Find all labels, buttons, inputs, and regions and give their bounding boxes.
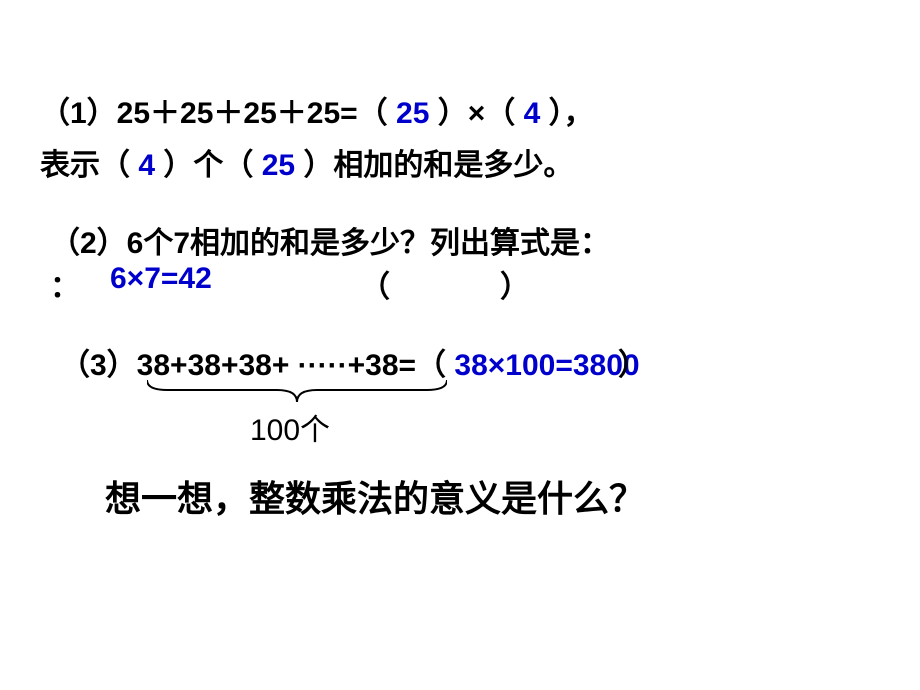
- q3-line: （3）38+38+38+ ·····+38=（ 38×100=3800 ）: [60, 340, 648, 384]
- q3-suffix: ）: [618, 349, 648, 382]
- q1-line1: （1）25＋25＋25＋25=（ 25 ）×（ 4 ），: [40, 88, 594, 132]
- curly-brace-icon: [147, 380, 447, 404]
- q1-mid2: ）个（: [163, 149, 253, 182]
- q1-blank1: 25: [396, 97, 429, 130]
- q1-line2: 表示（ 4 ）个（ 25 ）相加的和是多少。: [40, 140, 573, 184]
- q1-blank2: 4: [524, 97, 541, 130]
- q3-count-label: 100个: [250, 405, 330, 449]
- main-question: 想一想，整数乘法的意义是什么？: [105, 470, 645, 522]
- q1-suffix2: ）相加的和是多少。: [303, 149, 573, 182]
- q1-blank3: 4: [138, 149, 155, 182]
- q3-prefix: （3）38+38+38+ ·····+38=（: [60, 349, 446, 382]
- q2-text: （2）6个7相加的和是多少？列出算式是：: [50, 227, 610, 260]
- brace-svg: [147, 380, 447, 404]
- q2-line2: ： （ 6×7=42 ）: [50, 262, 650, 306]
- q2-colon-tail: ：: [50, 271, 80, 304]
- q1-line2-prefix: 表示（: [40, 149, 130, 182]
- q1-suffix1: ），: [549, 97, 594, 130]
- q2-paren-close: ）: [500, 262, 530, 306]
- q2-line1: （2）6个7相加的和是多少？列出算式是：: [50, 218, 610, 262]
- q1-mid1: ）×（: [438, 97, 516, 130]
- q1-prefix: （1）25＋25＋25＋25=（: [40, 97, 388, 130]
- q3-answer: 38×100=3800: [454, 349, 639, 382]
- q1-blank4: 25: [262, 149, 295, 182]
- q2-paren-open: （: [360, 262, 390, 306]
- q2-answer: 6×7=42: [110, 262, 212, 296]
